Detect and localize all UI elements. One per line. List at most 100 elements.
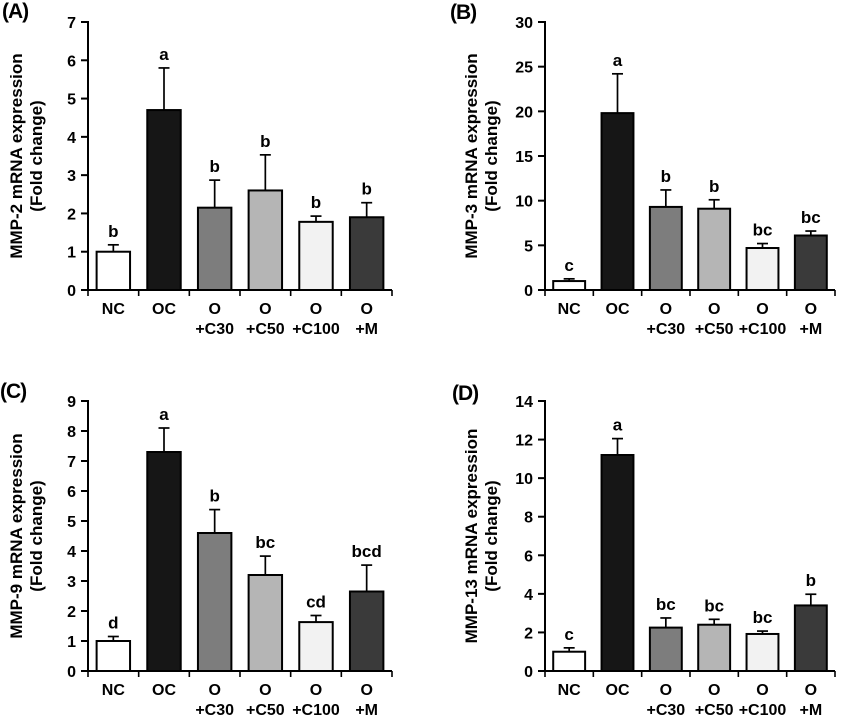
y-tick-label: 7 <box>67 454 76 471</box>
panel-C: (C) 0 1 2 3 4 5 6 7 8 9 d NC a OC b O +C30 bc O +C50 cd O +C10… <box>0 358 421 716</box>
x-category-label-line1: O <box>756 682 768 699</box>
panel-B: (B) 0 5 10 15 20 25 30 c NC a OC b O +C30 b O +C50 bc O +C1… <box>421 0 843 358</box>
x-category-label-line1: NC <box>102 682 126 699</box>
x-category-label-line2: +M <box>799 321 822 338</box>
sig-letter: d <box>108 614 118 633</box>
x-category-label-line1: O <box>660 301 672 318</box>
x-category-label-line2: +C30 <box>646 321 685 338</box>
x-category-label-line2: +C50 <box>246 321 285 338</box>
y-tick-label: 6 <box>524 548 533 565</box>
bar-O+C50 <box>697 623 732 673</box>
mmp3-bar-chart: 0 5 10 15 20 25 30 c NC a OC b O +C30 b O +C50 bc O +C100 bc… <box>462 15 836 338</box>
x-category-label-line1: O <box>310 682 322 699</box>
y-tick-label: 0 <box>67 283 76 300</box>
bar-OC <box>600 454 635 672</box>
x-category-label-line1: OC <box>606 682 630 699</box>
sig-letter: b <box>661 167 671 186</box>
y-tick-label: 2 <box>67 206 76 223</box>
sig-letter: c <box>564 256 573 275</box>
y-tick-label: 10 <box>515 194 533 211</box>
y-tick-label: 0 <box>524 283 533 300</box>
bar-OC <box>146 109 182 291</box>
sig-letter: bc <box>801 208 821 227</box>
sig-letter: bc <box>255 533 275 552</box>
y-axis-title: MMP-2 mRNA expression(Fold change) <box>7 53 46 258</box>
y-tick-label: 3 <box>67 168 76 185</box>
y-tick-label: 5 <box>67 514 76 531</box>
x-category-label-line1: OC <box>606 301 630 318</box>
x-category-label-line2: +C100 <box>292 321 340 338</box>
sig-letter: b <box>361 180 371 199</box>
bar-O+C30 <box>196 532 233 672</box>
y-tick-label: 9 <box>67 394 76 411</box>
y-tick-label: 1 <box>67 245 76 262</box>
y-tick-label: 25 <box>515 60 533 77</box>
bar-O+C30 <box>648 626 683 673</box>
x-category-label-line2: +C50 <box>246 702 285 716</box>
sig-letter: b <box>709 177 719 196</box>
x-category-label-line1: O <box>259 682 271 699</box>
sig-letter: bc <box>753 221 773 240</box>
sig-letter: bc <box>656 595 676 614</box>
y-tick-label: 20 <box>515 104 533 121</box>
x-category-label-line1: O <box>756 301 768 318</box>
x-category-label-line1: O <box>708 682 720 699</box>
x-category-label-line2: +C50 <box>695 321 734 338</box>
sig-letter: b <box>108 222 118 241</box>
x-category-label-line2: +C30 <box>195 702 234 716</box>
y-tick-label: 4 <box>67 544 76 561</box>
x-category-label-line1: NC <box>102 301 126 318</box>
mmp9-bar-chart: 0 1 2 3 4 5 6 7 8 9 d NC a OC b O +C30 bc O +C50 cd O +C100 bcd… <box>7 394 393 716</box>
sig-letter: b <box>209 487 219 506</box>
mmp13-bar-chart: 0 2 4 6 8 10 12 14 c NC a OC bc O +C30 bc O +C50 bc O +C100 b… <box>462 394 836 716</box>
y-tick-label: 2 <box>524 625 533 642</box>
x-category-label-line1: OC <box>152 301 176 318</box>
y-tick-label: 8 <box>524 510 533 527</box>
sig-letter: a <box>159 405 169 424</box>
bar-OC <box>600 112 635 292</box>
bar-O+C50 <box>247 574 284 672</box>
sig-letter: b <box>209 157 219 176</box>
x-category-label-line2: +M <box>355 702 378 716</box>
y-tick-label: 4 <box>524 587 533 604</box>
x-category-label-line1: O <box>208 682 220 699</box>
y-tick-label: 3 <box>67 574 76 591</box>
x-category-label-line2: +C100 <box>739 321 787 338</box>
y-tick-label: 15 <box>515 149 533 166</box>
x-category-label-line2: +C50 <box>695 702 734 716</box>
y-tick-label: 4 <box>67 130 76 147</box>
bar-O+M <box>348 216 385 291</box>
x-category-label-line1: O <box>708 301 720 318</box>
bar-O+C100 <box>745 247 780 292</box>
y-axis-title: MMP-9 mRNA expression(Fold change) <box>7 433 46 638</box>
bar-OC <box>146 451 182 672</box>
sig-letter: b <box>311 193 321 212</box>
sig-letter: cd <box>306 593 326 612</box>
mmp2-bar-chart: 0 1 2 3 4 5 6 7 b NC a OC b O +C30 b O +C50 b O +C100 b O +M MMP… <box>7 15 393 338</box>
x-category-label-line2: +C100 <box>739 702 787 716</box>
y-axis-title: MMP-13 mRNA expression(Fold change) <box>462 429 501 644</box>
sig-letter: a <box>613 51 623 70</box>
bar-O+M <box>348 590 385 672</box>
bar-O+C50 <box>697 207 732 291</box>
y-tick-label: 8 <box>67 424 76 441</box>
y-tick-label: 2 <box>67 604 76 621</box>
panel-A: (A) 0 1 2 3 4 5 6 7 b NC a OC b O +C30 b O +C50 b O +C100 b O +… <box>0 0 421 358</box>
sig-letter: a <box>159 45 169 64</box>
y-tick-label: 6 <box>67 484 76 501</box>
y-tick-label: 1 <box>67 634 76 651</box>
bar-O+C100 <box>298 220 334 291</box>
bar-O+C100 <box>298 621 334 673</box>
bar-O+C30 <box>196 206 233 291</box>
panel-label-D: (D) <box>452 382 479 405</box>
bar-NC <box>95 250 132 291</box>
x-category-label-line2: +C100 <box>292 702 340 716</box>
panel-label-A: (A) <box>2 0 29 23</box>
x-category-label-line1: NC <box>558 301 582 318</box>
bar-NC <box>95 640 132 672</box>
bar-O+C30 <box>648 205 683 291</box>
x-category-label-line1: NC <box>558 682 582 699</box>
y-tick-label: 10 <box>515 471 533 488</box>
x-category-label-line1: O <box>360 682 372 699</box>
sig-letter: bc <box>704 596 724 615</box>
